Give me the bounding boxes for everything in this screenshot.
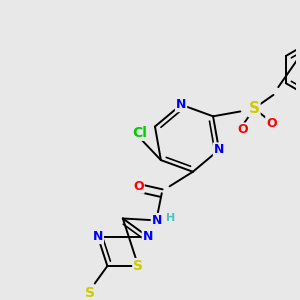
Text: H: H — [166, 214, 175, 224]
Text: O: O — [237, 123, 247, 136]
Text: O: O — [133, 180, 144, 193]
Text: N: N — [176, 98, 186, 111]
Text: N: N — [93, 230, 103, 243]
Text: S: S — [85, 286, 95, 300]
Text: S: S — [133, 259, 143, 273]
Text: N: N — [142, 230, 153, 243]
Text: N: N — [214, 143, 224, 156]
Text: N: N — [152, 214, 162, 227]
Text: S: S — [248, 101, 260, 116]
Text: Cl: Cl — [132, 126, 147, 140]
Text: O: O — [266, 117, 277, 130]
